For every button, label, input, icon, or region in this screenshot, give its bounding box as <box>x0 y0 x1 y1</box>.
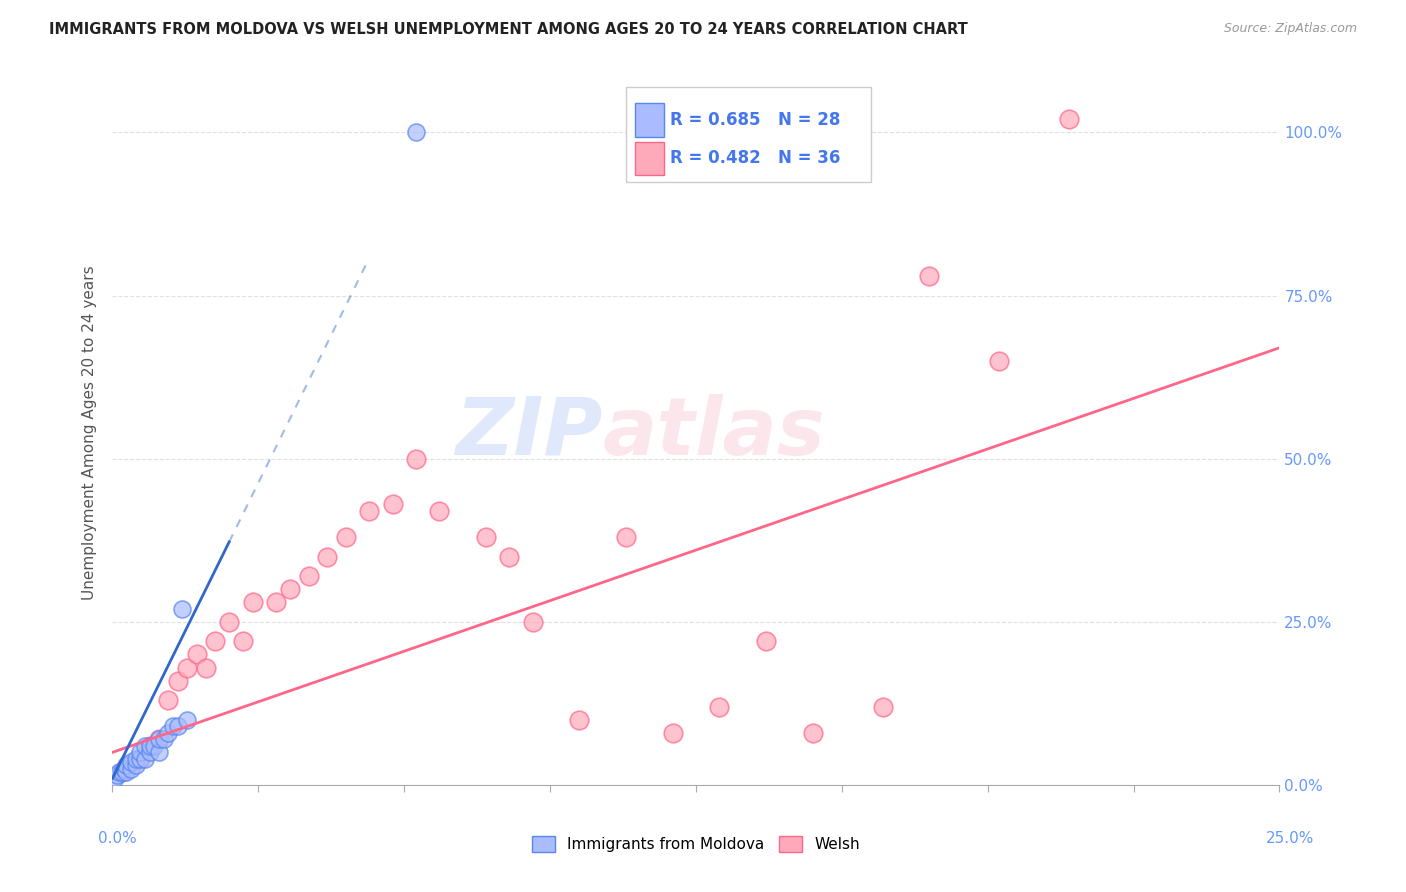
Point <box>148 732 170 747</box>
Point <box>242 595 264 609</box>
Point <box>134 752 156 766</box>
Point <box>125 758 148 772</box>
Point <box>139 739 162 753</box>
Text: 0.0%: 0.0% <box>98 831 138 846</box>
Legend: Immigrants from Moldova, Welsh: Immigrants from Moldova, Welsh <box>526 830 866 858</box>
Point <box>297 569 319 583</box>
Point <box>709 699 731 714</box>
Point <box>218 615 240 629</box>
Point <box>568 713 591 727</box>
Text: R = 0.482: R = 0.482 <box>671 150 761 168</box>
FancyBboxPatch shape <box>636 142 665 176</box>
Point <box>129 752 152 766</box>
Point <box>522 615 544 629</box>
Text: atlas: atlas <box>603 393 825 472</box>
Point <box>335 530 357 544</box>
Point <box>359 504 381 518</box>
Point <box>139 739 162 753</box>
Point <box>162 719 184 733</box>
Text: R = 0.685: R = 0.685 <box>671 111 761 128</box>
Point <box>134 739 156 753</box>
Point <box>120 758 142 772</box>
Point <box>112 762 135 776</box>
Text: Source: ZipAtlas.com: Source: ZipAtlas.com <box>1223 22 1357 36</box>
Point <box>475 530 498 544</box>
Point <box>498 549 520 564</box>
Point <box>166 719 188 733</box>
Point <box>153 732 176 747</box>
Point <box>316 549 339 564</box>
Point <box>157 725 180 739</box>
Text: ZIP: ZIP <box>456 393 603 472</box>
Point <box>264 595 287 609</box>
Point <box>148 745 170 759</box>
Point <box>104 772 127 786</box>
Point <box>186 648 208 662</box>
Point <box>115 758 138 772</box>
Point <box>176 660 198 674</box>
Point <box>125 752 148 766</box>
Text: N = 28: N = 28 <box>778 111 839 128</box>
Point <box>1059 112 1081 127</box>
Point <box>176 713 198 727</box>
Point <box>111 764 134 779</box>
FancyBboxPatch shape <box>636 103 665 136</box>
Point <box>988 354 1011 368</box>
Y-axis label: Unemployment Among Ages 20 to 24 years: Unemployment Among Ages 20 to 24 years <box>82 265 97 600</box>
Point <box>872 699 894 714</box>
Point <box>801 725 824 739</box>
Point <box>427 504 450 518</box>
Point <box>381 497 404 511</box>
Point <box>115 764 138 779</box>
Point <box>157 693 180 707</box>
FancyBboxPatch shape <box>626 87 872 183</box>
Text: IMMIGRANTS FROM MOLDOVA VS WELSH UNEMPLOYMENT AMONG AGES 20 TO 24 YEARS CORRELAT: IMMIGRANTS FROM MOLDOVA VS WELSH UNEMPLO… <box>49 22 967 37</box>
Point <box>204 634 226 648</box>
Point <box>405 126 427 140</box>
Point <box>111 764 134 779</box>
Point <box>148 732 170 747</box>
Point <box>918 268 941 283</box>
Point <box>143 739 166 753</box>
Point <box>139 745 162 759</box>
Text: 25.0%: 25.0% <box>1267 831 1315 846</box>
Point <box>166 673 188 688</box>
Point <box>129 752 152 766</box>
Point <box>120 762 142 776</box>
Point <box>194 660 217 674</box>
Point <box>405 451 427 466</box>
Point <box>172 602 194 616</box>
Point <box>232 634 254 648</box>
Point <box>105 768 128 782</box>
Point <box>120 755 142 769</box>
Point <box>661 725 683 739</box>
Point <box>278 582 301 597</box>
Text: N = 36: N = 36 <box>778 150 839 168</box>
Point <box>614 530 637 544</box>
Point <box>129 745 152 759</box>
Point <box>108 764 131 779</box>
Point <box>755 634 778 648</box>
